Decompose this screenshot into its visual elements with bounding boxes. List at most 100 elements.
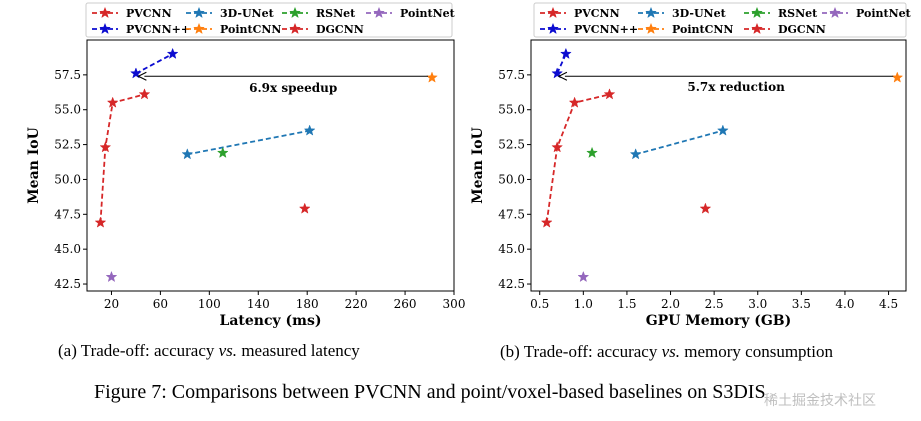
annotation-text: 5.7x reduction: [687, 80, 785, 94]
data-point-star: [891, 71, 904, 83]
x-tick-label: 260: [394, 297, 417, 311]
series-pvcnn: [540, 88, 616, 228]
data-point-star: [540, 216, 553, 228]
series-line: [99, 93, 145, 223]
data-point-star: [586, 146, 598, 158]
series-pointnet: [577, 270, 590, 283]
legend-item: PVCNN: [92, 6, 172, 20]
x-tick-label: 3.5: [792, 297, 811, 311]
legend-item: 3D-UNet: [186, 6, 275, 20]
x-tick-label: 60: [153, 297, 168, 311]
legend-item: PVCNN: [540, 6, 620, 20]
legend-label: DGCNN: [778, 23, 826, 36]
legend-label: PointNet: [400, 7, 456, 20]
legend-star: [289, 22, 301, 35]
annotation: 5.7x reduction: [557, 71, 894, 94]
data-point-star: [559, 47, 572, 59]
x-tick-label: 180: [296, 297, 319, 311]
data-point-star: [603, 88, 616, 100]
legend-label: PVCNN: [126, 7, 172, 20]
x-axis-label: Latency (ms): [220, 313, 322, 329]
y-tick-label: 47.5: [54, 207, 81, 221]
data-point-star: [130, 67, 142, 79]
x-tick-label: 100: [198, 297, 221, 311]
series-pointcnn: [891, 71, 904, 83]
data-point-star: [426, 71, 438, 83]
legend-item: DGCNN: [282, 22, 364, 36]
legend-label: PVCNN: [574, 7, 620, 20]
series-dgcnn: [699, 202, 712, 214]
legend-star: [829, 6, 841, 19]
y-tick-label: 52.5: [54, 138, 81, 152]
legend-item: PointCNN: [638, 22, 733, 36]
data-point-star: [298, 202, 311, 214]
data-point-star: [216, 146, 229, 158]
plot-frame: [530, 39, 907, 292]
legend-item: RSNet: [744, 6, 818, 20]
data-point-star: [551, 67, 564, 79]
data-point-star: [106, 96, 119, 108]
legend-label: PointCNN: [220, 23, 281, 36]
series-line: [135, 53, 174, 75]
data-point-star: [94, 216, 107, 228]
data-point-star: [577, 270, 590, 283]
y-axis-label: Mean IoU: [26, 127, 42, 204]
legend-item: DGCNN: [744, 22, 826, 36]
legend-star: [289, 6, 301, 19]
legend-label: PVCNN++: [126, 23, 190, 36]
y-tick-label: 57.5: [498, 68, 525, 82]
x-tick-label: 220: [345, 297, 368, 311]
series-dgcnn: [298, 202, 311, 214]
y-tick-label: 45.0: [54, 242, 81, 256]
legend-label: 3D-UNet: [220, 7, 275, 20]
data-point-star: [551, 141, 564, 153]
legend-star: [99, 22, 111, 35]
series-pointnet: [105, 270, 118, 283]
legend-label: PointCNN: [672, 23, 733, 36]
y-tick-label: 47.5: [498, 207, 525, 221]
legend-star: [547, 22, 559, 35]
legend-star: [751, 6, 763, 19]
legend-label: RSNet: [316, 7, 356, 20]
y-tick-label: 50.0: [54, 172, 81, 186]
x-tick-label: 20: [104, 297, 119, 311]
series-line: [635, 129, 724, 156]
x-tick-label: 3.0: [748, 297, 767, 311]
legend-star: [193, 22, 205, 35]
watermark: 稀土掘金技术社区: [764, 393, 876, 409]
series-rsnet: [216, 146, 229, 158]
figure-caption: Figure 7: Comparisons between PVCNN and …: [94, 381, 766, 403]
legend: PVCNN PVCNN++ 3D-UNet PointCNN RSNet DGCNN Poi…: [85, 2, 456, 38]
data-point-star: [166, 47, 179, 59]
data-point-star: [716, 124, 729, 136]
series-pvcnn-: [551, 47, 572, 79]
y-tick-label: 52.5: [498, 138, 525, 152]
chart-panel-2: 0.5 1.0 1.5 2.0 2.5 3.0 3.5 4.0 4.5 42.5 45.0 47.5 5…: [470, 2, 912, 329]
series-pvcnn: [94, 88, 151, 228]
legend-box: [533, 2, 907, 38]
annotation: 6.9x speedup: [137, 71, 428, 95]
x-tick-label: 300: [443, 297, 466, 311]
legend-star: [645, 6, 657, 19]
y-tick-label: 57.5: [54, 68, 81, 82]
legend-star: [645, 22, 657, 35]
legend-label: 3D-UNet: [672, 7, 727, 20]
series-pvcnn-: [130, 47, 179, 79]
data-point-star: [568, 96, 581, 108]
series-rsnet: [586, 146, 598, 158]
series-3d-unet: [629, 124, 729, 160]
data-point-star: [99, 141, 112, 153]
legend: PVCNN PVCNN++ 3D-UNet PointCNN RSNet DGCNN Poi…: [533, 2, 912, 38]
legend-box: [85, 2, 453, 38]
annotation-arrow-head: [557, 71, 568, 81]
legend-star: [373, 6, 385, 19]
x-tick-label: 140: [247, 297, 270, 311]
legend-item: 3D-UNet: [638, 6, 727, 20]
legend-item: PVCNN++: [540, 22, 638, 36]
legend-item: PVCNN++: [92, 22, 190, 36]
legend-star: [193, 6, 205, 19]
chart-panel-1: 20 60 100 140 180 220 260 300 42.5 45.0 47.5 50.0 52…: [26, 2, 466, 329]
x-tick-label: 2.0: [661, 297, 680, 311]
annotation-text: 6.9x speedup: [249, 81, 337, 95]
